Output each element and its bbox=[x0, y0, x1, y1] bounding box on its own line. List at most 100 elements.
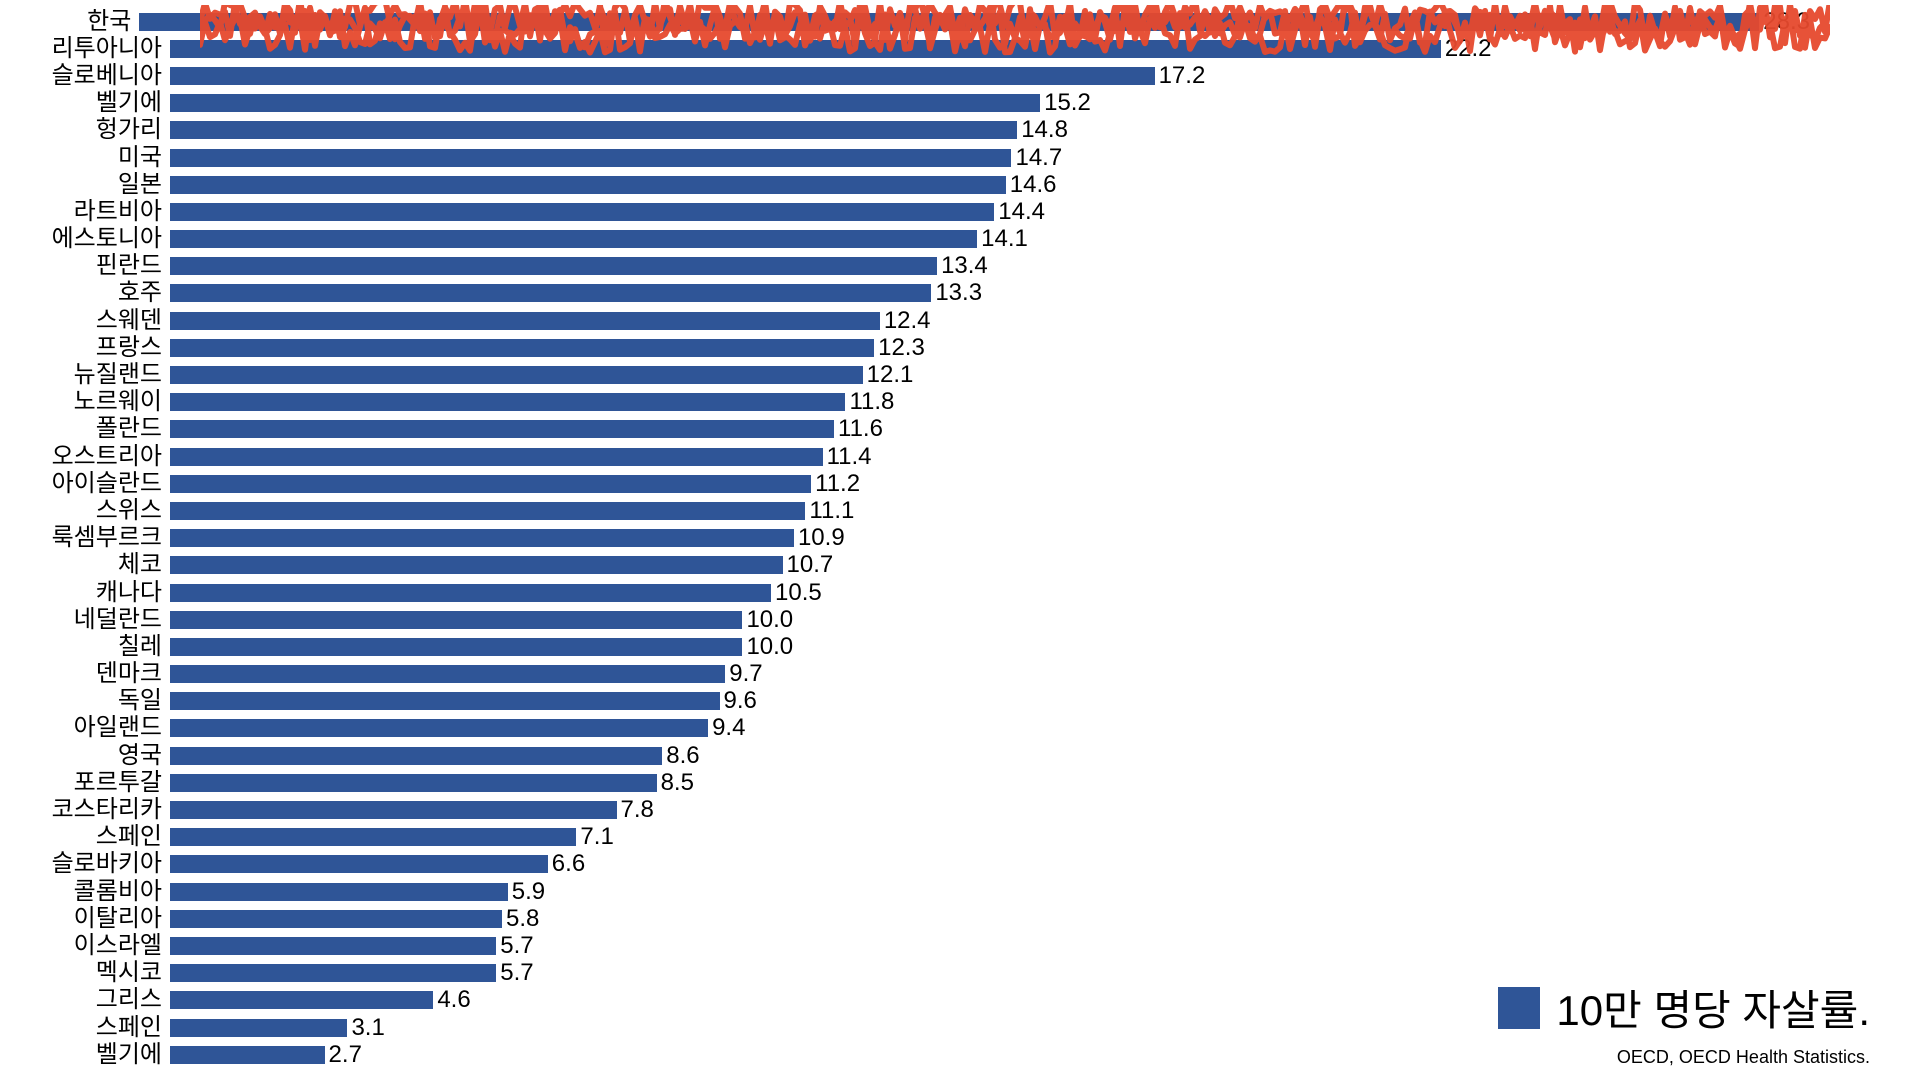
country-label: 아일랜드 bbox=[30, 716, 170, 740]
country-label: 그리스 bbox=[30, 988, 170, 1012]
bar-value: 3.1 bbox=[351, 1016, 384, 1040]
bar-value: 11.6 bbox=[838, 417, 883, 441]
bar-value: 13.3 bbox=[935, 281, 982, 305]
bar-row: 콜롬비아5.9 bbox=[30, 878, 1810, 905]
legend-text: 10만 명당 자살률. bbox=[1556, 977, 1870, 1038]
bar-track: 17.2 bbox=[170, 62, 1810, 89]
bar-row: 호주 13.3 bbox=[30, 280, 1810, 307]
country-label: 스웨덴 bbox=[30, 309, 170, 333]
country-label: 폴란드 bbox=[30, 417, 170, 441]
bar bbox=[170, 312, 880, 330]
country-label: 룩셈부르크 bbox=[30, 526, 170, 550]
bar-row: 뉴질랜드12.1 bbox=[30, 361, 1810, 388]
bar-track: 22.2 bbox=[170, 35, 1810, 62]
bar-track: 12.4 bbox=[170, 307, 1810, 334]
bar-value: 10.9 bbox=[798, 526, 845, 550]
country-label: 뉴질랜드 bbox=[30, 363, 170, 387]
bar bbox=[170, 584, 771, 602]
bar bbox=[170, 230, 977, 248]
bar-row: 캐나다10.5 bbox=[30, 579, 1810, 606]
country-label: 코스타리카 bbox=[30, 798, 170, 822]
bar-track: 14.1 bbox=[170, 226, 1810, 253]
country-label: 호주 bbox=[30, 281, 170, 305]
country-label: 리투아니아 bbox=[30, 37, 170, 61]
bar bbox=[170, 937, 496, 955]
bar-value: 5.7 bbox=[500, 961, 533, 985]
bar bbox=[170, 284, 931, 302]
bar-row: 슬로베니아17.2 bbox=[30, 62, 1810, 89]
bar-row: 아일랜드9.4 bbox=[30, 715, 1810, 742]
bar-value: 12.4 bbox=[884, 309, 931, 333]
bar-track: 8.6 bbox=[170, 742, 1810, 769]
bar bbox=[170, 964, 496, 982]
bar-track: 14.6 bbox=[170, 171, 1810, 198]
horizontal-bar-chart: 한국28.3리투아니아22.2슬로베니아17.2벨기에15.2헝가리14.8미국… bbox=[30, 8, 1810, 1068]
bar bbox=[170, 203, 994, 221]
bar-row: 슬로바키아 6.6 bbox=[30, 851, 1810, 878]
bar-track: 28.3 bbox=[139, 8, 1810, 35]
bar-value: 7.1 bbox=[580, 825, 613, 849]
bar-row: 미국 14.7 bbox=[30, 144, 1810, 171]
bar-track: 15.2 bbox=[170, 90, 1810, 117]
country-label: 에스토니아 bbox=[30, 227, 170, 251]
bar-track: 10.5 bbox=[170, 579, 1810, 606]
bar-track: 10.9 bbox=[170, 525, 1810, 552]
bar-value: 11.8 bbox=[849, 390, 894, 414]
bar-row: 칠레10.0 bbox=[30, 633, 1810, 660]
bar-track: 10.0 bbox=[170, 606, 1810, 633]
bar-track: 13.3 bbox=[170, 280, 1810, 307]
country-label: 이스라엘 bbox=[30, 934, 170, 958]
bar-row: 폴란드 11.6 bbox=[30, 416, 1810, 443]
bar bbox=[170, 611, 742, 629]
country-label: 칠레 bbox=[30, 635, 170, 659]
bar bbox=[170, 149, 1011, 167]
country-label: 스페인 bbox=[30, 1016, 170, 1040]
bar-row: 벨기에2.7 bbox=[30, 1041, 1810, 1068]
country-label: 한국 bbox=[30, 10, 139, 34]
bar bbox=[170, 40, 1441, 58]
bar-row: 라트비아14.4 bbox=[30, 198, 1810, 225]
bar-value: 4.6 bbox=[437, 988, 470, 1012]
bar-row: 영국8.6 bbox=[30, 742, 1810, 769]
bar-track: 12.3 bbox=[170, 334, 1810, 361]
bar-track: 9.4 bbox=[170, 715, 1810, 742]
bar-value: 14.7 bbox=[1015, 146, 1062, 170]
country-label: 슬로바키아 bbox=[30, 852, 170, 876]
bar-value: 10.5 bbox=[775, 581, 822, 605]
bar bbox=[170, 910, 502, 928]
bar-track: 9.6 bbox=[170, 688, 1810, 715]
legend: 10만 명당 자살률. bbox=[1498, 977, 1870, 1038]
bar bbox=[170, 665, 725, 683]
bar-row: 룩셈부르크 10.9 bbox=[30, 525, 1810, 552]
bar-track: 11.2 bbox=[170, 470, 1810, 497]
bar bbox=[139, 13, 1759, 31]
bar-track: 9.7 bbox=[170, 661, 1810, 688]
bar-row: 벨기에15.2 bbox=[30, 90, 1810, 117]
country-label: 오스트리아 bbox=[30, 445, 170, 469]
bar-row: 스위스11.1 bbox=[30, 497, 1810, 524]
bar bbox=[170, 747, 662, 765]
bar bbox=[170, 1046, 325, 1064]
bar bbox=[170, 991, 433, 1009]
bar bbox=[170, 448, 823, 466]
country-label: 멕시코 bbox=[30, 961, 170, 985]
legend-swatch bbox=[1498, 987, 1540, 1029]
bar-value: 14.1 bbox=[981, 227, 1028, 251]
country-label: 미국 bbox=[30, 146, 170, 170]
bar-value: 11.1 bbox=[809, 499, 854, 523]
bar-track: 5.8 bbox=[170, 905, 1810, 932]
bar-value: 6.6 bbox=[552, 852, 585, 876]
bar bbox=[170, 556, 783, 574]
bar-value: 8.6 bbox=[666, 744, 699, 768]
bar-value: 14.4 bbox=[998, 200, 1045, 224]
country-label: 포르투갈 bbox=[30, 771, 170, 795]
country-label: 벨기에 bbox=[30, 1043, 170, 1067]
bar-row: 이스라엘5.7 bbox=[30, 932, 1810, 959]
country-label: 체코 bbox=[30, 553, 170, 577]
bar bbox=[170, 366, 863, 384]
bar-row: 프랑스12.3 bbox=[30, 334, 1810, 361]
bar-track: 8.5 bbox=[170, 769, 1810, 796]
country-label: 독일 bbox=[30, 689, 170, 713]
bar-track: 14.8 bbox=[170, 117, 1810, 144]
bar bbox=[170, 475, 811, 493]
